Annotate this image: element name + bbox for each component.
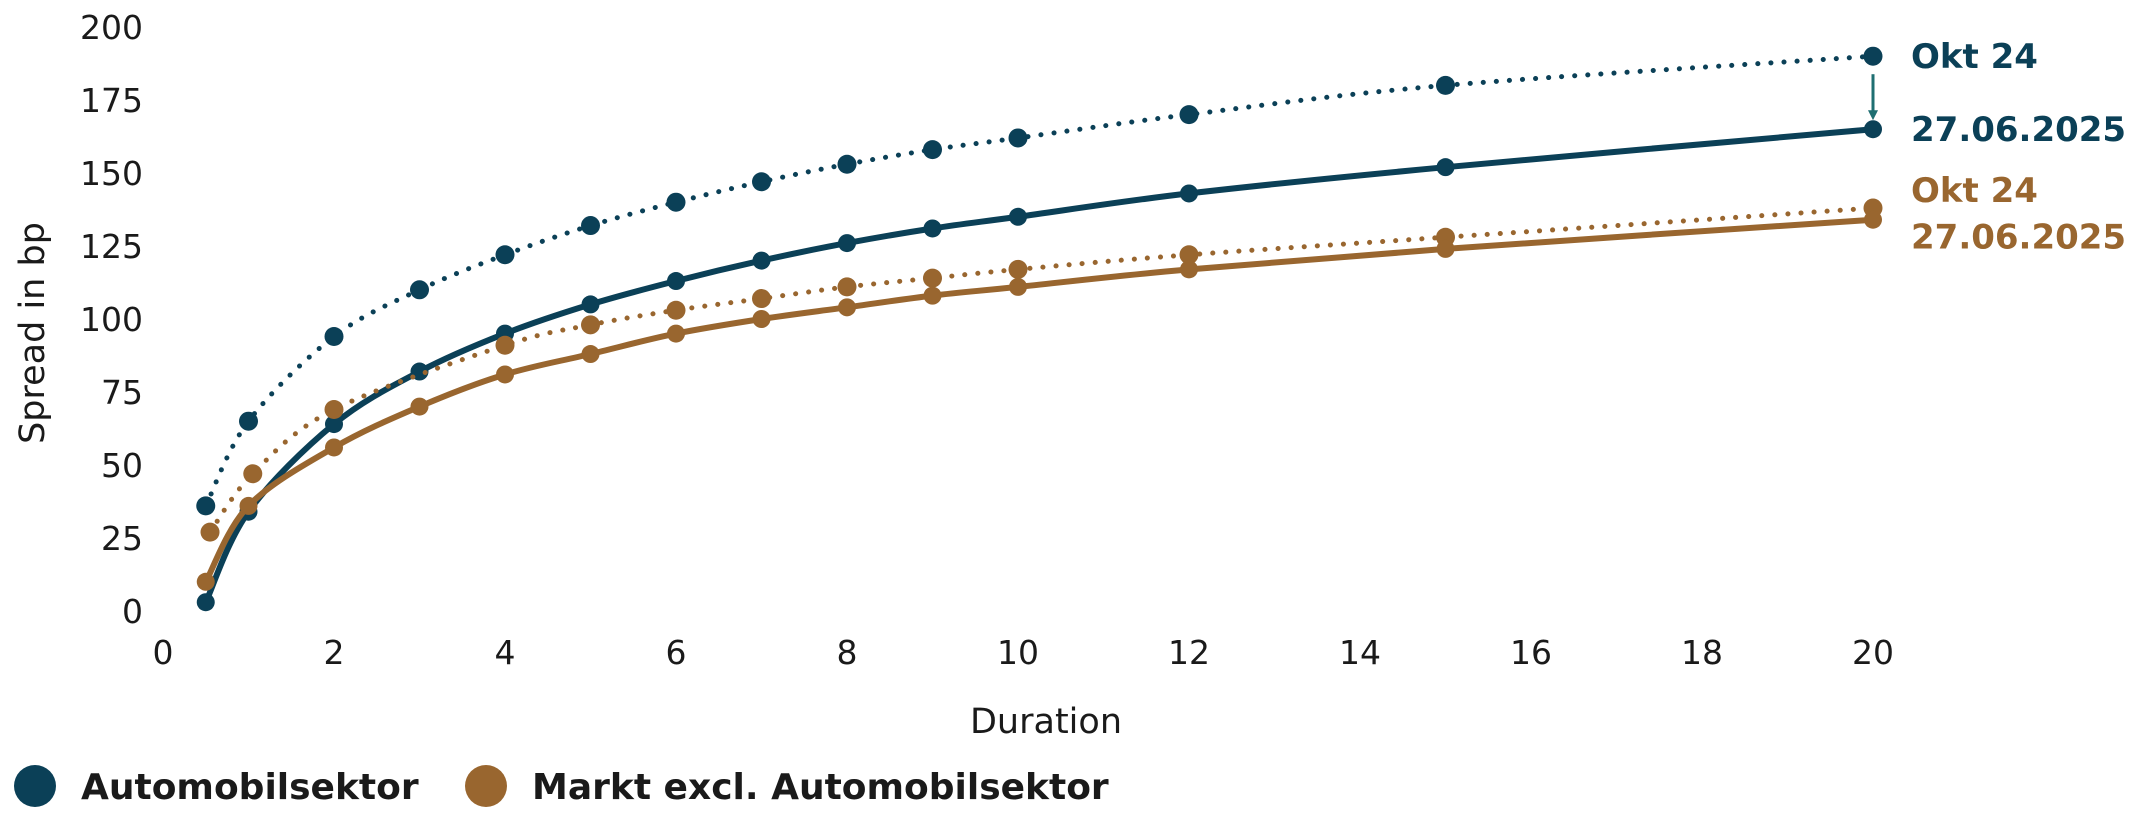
x-tick-label: 6 <box>666 633 687 672</box>
x-tick-label: 2 <box>324 633 345 672</box>
legend-swatch <box>465 765 507 807</box>
data-point <box>1864 210 1882 229</box>
series-end-label: Okt 24 <box>1911 171 2038 211</box>
annotation-layer: Okt 24 27.06.2025 Okt 24 27.06.2025 <box>1868 37 2126 258</box>
data-point <box>1009 277 1027 296</box>
series-line-2 <box>207 205 1876 535</box>
data-point <box>923 219 942 238</box>
legend-label: Markt excl. Automobilsektor <box>532 767 1109 808</box>
data-point <box>1179 105 1199 125</box>
y-tick-label: 100 <box>80 300 143 339</box>
series-end-label: Okt 24 <box>1911 37 2038 77</box>
data-point <box>923 286 942 305</box>
legend-swatch <box>14 765 56 807</box>
series-end-label: 27.06.2025 <box>1911 218 2126 258</box>
data-point <box>1180 260 1198 279</box>
data-point <box>1436 75 1455 95</box>
y-tick-label: 50 <box>101 446 143 485</box>
x-axis-title: Duration <box>970 702 1122 742</box>
y-tick-label: 0 <box>122 592 143 631</box>
data-point <box>239 411 258 431</box>
data-point <box>837 277 857 297</box>
data-point <box>752 289 771 309</box>
y-axis-ticks: 0 25 50 75 100 125 150 175 200 <box>80 8 143 631</box>
data-point <box>325 415 343 434</box>
data-point <box>239 496 258 515</box>
data-point <box>667 272 685 291</box>
data-point <box>581 216 600 236</box>
legend-label: Automobilsektor <box>81 767 419 808</box>
data-point <box>324 400 344 420</box>
data-point <box>410 397 429 416</box>
data-point <box>923 268 942 288</box>
data-point <box>837 154 857 174</box>
x-tick-label: 14 <box>1339 633 1381 672</box>
y-tick-label: 125 <box>80 227 143 266</box>
x-tick-label: 20 <box>1852 633 1894 672</box>
series-line-1 <box>202 126 1876 606</box>
x-axis-ticks: 0 2 4 6 8 10 12 14 16 18 20 <box>153 633 1895 672</box>
data-point <box>1180 184 1198 203</box>
data-point <box>324 327 344 347</box>
data-point <box>838 234 856 253</box>
x-tick-label: 18 <box>1681 633 1723 672</box>
data-point <box>1008 128 1028 148</box>
y-tick-label: 200 <box>80 8 143 47</box>
data-point <box>1009 207 1027 226</box>
data-point <box>196 572 215 591</box>
data-point <box>196 593 215 612</box>
data-point <box>1179 245 1199 265</box>
y-tick-label: 150 <box>80 154 143 193</box>
data-point <box>666 192 686 212</box>
data-point <box>581 295 600 314</box>
data-point <box>410 280 429 300</box>
y-tick-label: 75 <box>101 373 143 412</box>
data-point <box>581 315 600 335</box>
data-point <box>1436 239 1455 258</box>
data-point <box>838 298 856 317</box>
x-tick-label: 4 <box>495 633 516 672</box>
data-point <box>1436 158 1455 177</box>
data-point <box>200 522 220 542</box>
x-tick-label: 16 <box>1510 633 1552 672</box>
y-tick-label: 25 <box>101 519 143 558</box>
data-point <box>752 310 771 328</box>
x-tick-label: 8 <box>837 633 858 672</box>
series-end-label: 27.06.2025 <box>1911 110 2126 150</box>
data-point <box>325 438 343 457</box>
data-point <box>667 324 685 343</box>
data-point <box>495 335 515 355</box>
data-point <box>1008 259 1028 279</box>
data-point <box>196 496 216 516</box>
data-point <box>1864 120 1882 139</box>
legend: Automobilsektor Markt excl. Automobilsekt… <box>14 765 1109 808</box>
x-tick-label: 12 <box>1168 633 1210 672</box>
data-point <box>496 365 514 384</box>
data-point <box>923 140 942 160</box>
series-line-0 <box>203 53 1876 509</box>
x-tick-label: 0 <box>153 633 174 672</box>
data-point <box>752 172 771 192</box>
series-line-3 <box>202 216 1876 585</box>
data-point <box>243 464 263 484</box>
y-axis-title: Spread in bp <box>13 222 53 444</box>
series-layer <box>196 46 1883 612</box>
data-point <box>1863 46 1883 66</box>
y-tick-label: 175 <box>80 81 143 120</box>
data-point <box>495 245 515 265</box>
data-point <box>666 300 686 320</box>
x-tick-label: 10 <box>997 633 1039 672</box>
data-point <box>752 251 771 270</box>
data-point <box>581 345 600 364</box>
